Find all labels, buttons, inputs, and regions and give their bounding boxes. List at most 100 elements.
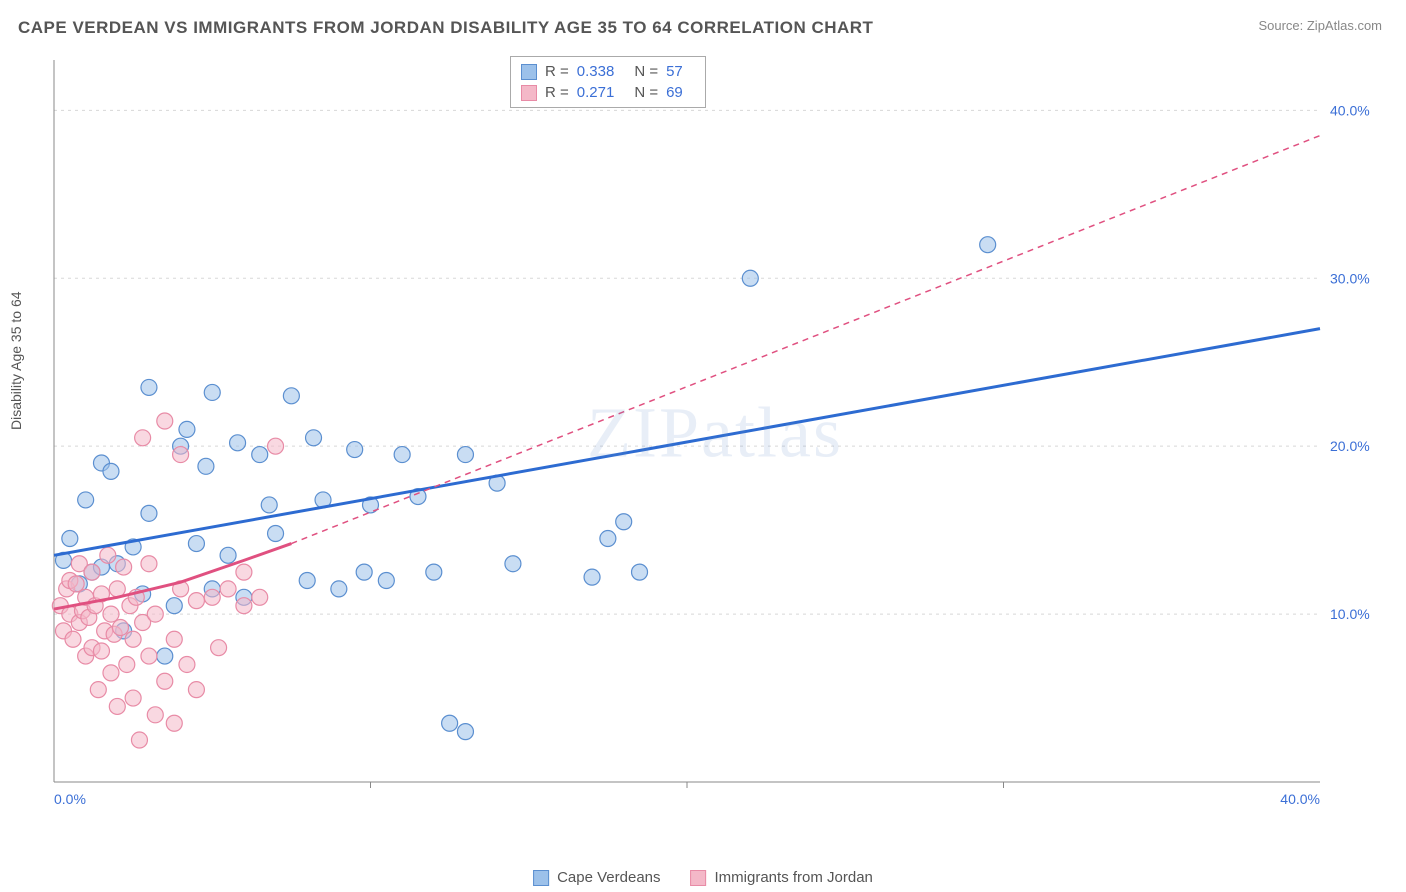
data-point	[306, 430, 322, 446]
data-point	[457, 447, 473, 463]
data-point	[584, 569, 600, 585]
data-point	[65, 631, 81, 647]
data-point	[252, 447, 268, 463]
data-point	[166, 598, 182, 614]
chart-area: 10.0%20.0%30.0%40.0%0.0%40.0% ZIPatlas	[50, 52, 1380, 822]
r-label: R =	[545, 84, 569, 101]
data-point	[141, 556, 157, 572]
data-point	[299, 573, 315, 589]
data-point	[68, 576, 84, 592]
data-point	[103, 606, 119, 622]
data-point	[125, 690, 141, 706]
data-point	[135, 430, 151, 446]
data-point	[394, 447, 410, 463]
data-point	[632, 564, 648, 580]
chart-title: CAPE VERDEAN VS IMMIGRANTS FROM JORDAN D…	[18, 18, 873, 38]
stats-row: R =0.338N =57	[521, 61, 695, 82]
data-point	[166, 631, 182, 647]
legend-swatch	[533, 870, 549, 886]
data-point	[103, 463, 119, 479]
source-label: Source: ZipAtlas.com	[1258, 18, 1382, 33]
data-point	[220, 547, 236, 563]
data-point	[742, 270, 758, 286]
r-value: 0.338	[577, 63, 615, 80]
y-tick-label: 20.0%	[1330, 438, 1370, 454]
y-tick-label: 10.0%	[1330, 606, 1370, 622]
header: CAPE VERDEAN VS IMMIGRANTS FROM JORDAN D…	[0, 0, 1406, 38]
data-point	[188, 593, 204, 609]
data-point	[331, 581, 347, 597]
x-tick-label: 0.0%	[54, 791, 86, 807]
data-point	[103, 665, 119, 681]
r-value: 0.271	[577, 84, 615, 101]
data-point	[211, 640, 227, 656]
data-point	[220, 581, 236, 597]
data-point	[198, 458, 214, 474]
data-point	[347, 442, 363, 458]
legend-swatch	[521, 85, 537, 101]
data-point	[505, 556, 521, 572]
n-label: N =	[634, 63, 658, 80]
data-point	[268, 525, 284, 541]
data-point	[204, 384, 220, 400]
data-point	[141, 379, 157, 395]
stats-row: R = 0.271 N = 69	[521, 82, 695, 103]
data-point	[116, 559, 132, 575]
data-point	[147, 707, 163, 723]
data-point	[378, 573, 394, 589]
y-tick-label: 30.0%	[1330, 270, 1370, 286]
data-point	[84, 564, 100, 580]
trend-line-dashed	[291, 136, 1320, 544]
data-point	[252, 589, 268, 605]
data-point	[90, 682, 106, 698]
data-point	[166, 715, 182, 731]
data-point	[119, 656, 135, 672]
data-point	[141, 505, 157, 521]
x-tick-label: 40.0%	[1280, 791, 1320, 807]
data-point	[157, 648, 173, 664]
data-point	[426, 564, 442, 580]
data-point	[236, 598, 252, 614]
data-point	[188, 536, 204, 552]
n-value: 57	[666, 63, 683, 80]
data-point	[616, 514, 632, 530]
data-point	[125, 631, 141, 647]
data-point	[141, 648, 157, 664]
data-point	[283, 388, 299, 404]
data-point	[131, 732, 147, 748]
data-point	[112, 620, 128, 636]
data-point	[600, 531, 616, 547]
data-point	[173, 447, 189, 463]
data-point	[109, 698, 125, 714]
legend-swatch	[691, 870, 707, 886]
y-tick-label: 40.0%	[1330, 102, 1370, 118]
data-point	[261, 497, 277, 513]
data-point	[179, 656, 195, 672]
legend-swatch	[521, 64, 537, 80]
data-point	[980, 237, 996, 253]
data-point	[100, 547, 116, 563]
data-point	[93, 643, 109, 659]
data-point	[442, 715, 458, 731]
data-point	[356, 564, 372, 580]
data-point	[179, 421, 195, 437]
scatter-plot: 10.0% 20.0% 30.0% 40.0% 0.0% 40.0%	[50, 52, 1380, 822]
data-point	[157, 673, 173, 689]
legend-item: Cape Verdeans	[533, 869, 660, 886]
data-point	[204, 589, 220, 605]
data-point	[147, 606, 163, 622]
n-value: 69	[666, 84, 683, 101]
n-label: N =	[634, 84, 658, 101]
legend-item: Immigrants from Jordan	[691, 869, 873, 886]
data-point	[236, 564, 252, 580]
data-point	[268, 438, 284, 454]
data-point	[457, 724, 473, 740]
data-point	[157, 413, 173, 429]
data-point	[62, 531, 78, 547]
stats-legend: R = 0.338 N = 57 R = 0.271 N = 69	[510, 56, 706, 108]
data-point	[188, 682, 204, 698]
data-point	[230, 435, 246, 451]
legend-label: Immigrants from Jordan	[715, 869, 873, 886]
legend-label: Cape Verdeans	[557, 869, 660, 886]
y-axis-label: Disability Age 35 to 64	[8, 291, 24, 430]
